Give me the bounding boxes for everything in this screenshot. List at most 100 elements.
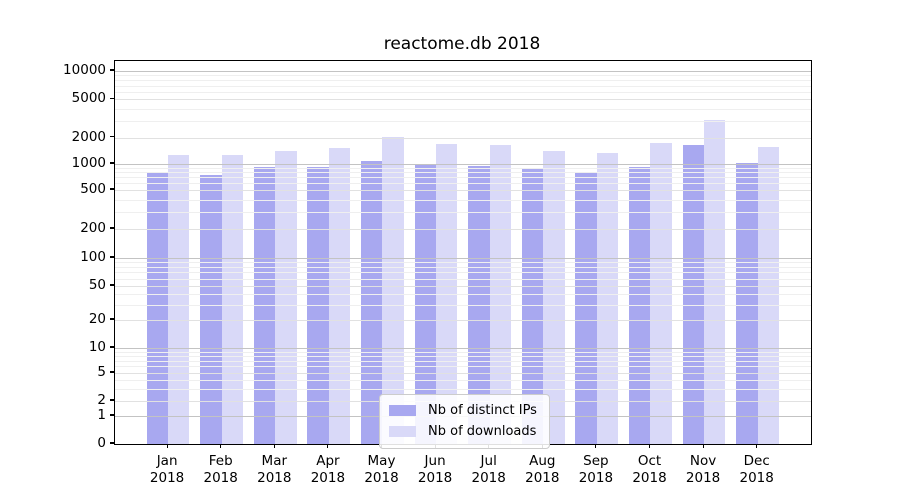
gridline-2000 [115, 137, 811, 139]
x-label-month: Feb [208, 453, 233, 469]
x-tick-dec [756, 444, 758, 449]
y-tick-label-100: 100 [80, 249, 106, 265]
x-label-year: 2018 [739, 470, 774, 486]
gridline-100 [115, 258, 811, 259]
gridline-700 [115, 177, 811, 179]
y-tick-label-200: 200 [80, 220, 106, 236]
y-tick-5 [110, 371, 114, 373]
bar-ips-sep [575, 172, 597, 444]
plot-area: Nb of distinct IPs Nb of downloads [114, 60, 812, 449]
bar-ips-feb [200, 175, 222, 444]
y-tick-1 [110, 414, 114, 416]
gridline-40 [115, 294, 811, 296]
gridline-60 [115, 278, 811, 280]
x-tick-label-jan: Jan 2018 [135, 453, 199, 487]
bar-downloads-mar [275, 150, 297, 444]
x-tick-apr [327, 444, 329, 449]
bar-ips-aug [521, 168, 544, 444]
legend-label-downloads: Nb of downloads [428, 424, 537, 439]
x-label-month: Aug [529, 453, 556, 469]
gridline-7000 [115, 85, 811, 87]
gridline-70 [115, 272, 811, 274]
x-label-year: 2018 [417, 470, 453, 486]
bar-downloads-nov [704, 119, 726, 444]
gridline-30 [115, 305, 811, 306]
bar-downloads-jan [168, 154, 190, 444]
x-label-year: 2018 [364, 470, 399, 486]
legend: Nb of distinct IPs Nb of downloads [379, 394, 550, 449]
x-tick-label-jul: Jul 2018 [457, 453, 521, 487]
y-tick-20 [110, 318, 114, 320]
chart-title: reactome.db 2018 [383, 34, 541, 54]
gridline-8000 [115, 80, 811, 82]
y-tick-label-1: 1 [97, 407, 106, 423]
y-tick-2000 [110, 135, 114, 138]
x-tick-label-nov: Nov 2018 [671, 453, 735, 487]
y-tick-label-50: 50 [88, 277, 106, 293]
x-label-month: Apr [316, 453, 340, 469]
x-label-month: Jun [424, 453, 446, 469]
x-tick-label-mar: Mar 2018 [242, 453, 306, 487]
gridline-4000 [115, 108, 811, 110]
x-tick-label-feb: Feb 2018 [189, 453, 253, 487]
x-tick-feb [220, 444, 222, 449]
gridline-3000 [115, 120, 811, 122]
bar-ips-jul [468, 165, 490, 444]
y-tick-0 [110, 442, 114, 444]
x-label-year: 2018 [471, 470, 506, 486]
gridline-3 [115, 388, 811, 390]
x-label-month: Jul [480, 453, 497, 469]
x-label-year: 2018 [685, 470, 721, 486]
x-label-year: 2018 [525, 470, 560, 486]
x-tick-oct [648, 444, 651, 449]
bar-downloads-sep [596, 153, 619, 444]
x-tick-label-sep: Sep 2018 [564, 453, 628, 487]
bar-downloads-apr [328, 148, 351, 444]
legend-swatch-distinct-ips [389, 405, 416, 416]
x-label-year: 2018 [149, 470, 185, 486]
legend-item-distinct-ips: Nb of distinct IPs [389, 400, 537, 421]
y-tick-50 [110, 284, 114, 286]
x-tick-label-jun: Jun 2018 [403, 453, 467, 487]
y-tick-10000 [110, 69, 114, 71]
gridline-90 [115, 262, 811, 264]
x-tick-nov [702, 444, 704, 449]
bar-ips-jan [146, 172, 169, 444]
x-label-year: 2018 [632, 470, 667, 486]
y-tick-label-5: 5 [97, 364, 106, 380]
x-label-year: 2018 [203, 470, 238, 486]
x-label-year: 2018 [578, 470, 614, 486]
x-label-month: Nov [689, 453, 717, 469]
y-tick-label-10: 10 [88, 339, 106, 355]
bar-downloads-feb [221, 154, 244, 444]
y-tick-5000 [110, 97, 114, 99]
y-tick-500 [110, 188, 114, 190]
y-tick-100 [110, 256, 114, 258]
gridline-80 [115, 267, 811, 268]
x-tick-label-apr: Apr 2018 [296, 453, 360, 487]
bar-ips-jun [414, 164, 437, 444]
y-tick-label-5000: 5000 [71, 90, 106, 107]
gridline-4 [115, 379, 811, 381]
gridline-300 [115, 211, 811, 213]
x-label-month: Oct [637, 453, 662, 469]
x-tick-label-dec: Dec 2018 [725, 453, 789, 487]
gridline-1000 [115, 164, 811, 165]
x-tick-sep [595, 444, 597, 449]
x-label-year: 2018 [257, 470, 292, 486]
x-tick-label-oct: Oct 2018 [618, 453, 682, 487]
gridline-10 [115, 348, 811, 349]
x-label-year: 2018 [310, 470, 346, 486]
y-tick-label-2: 2 [97, 392, 106, 408]
y-tick-200 [110, 227, 114, 229]
x-label-month: May [367, 453, 396, 469]
gridline-9 [115, 351, 811, 353]
y-tick-1000 [110, 162, 114, 164]
y-tick-label-1000: 1000 [71, 155, 106, 171]
bar-downloads-oct [650, 142, 672, 444]
bar-downloads-jun [436, 143, 458, 444]
gridline-5000 [115, 99, 811, 101]
gridline-900 [115, 168, 811, 169]
y-tick-10 [110, 346, 114, 348]
